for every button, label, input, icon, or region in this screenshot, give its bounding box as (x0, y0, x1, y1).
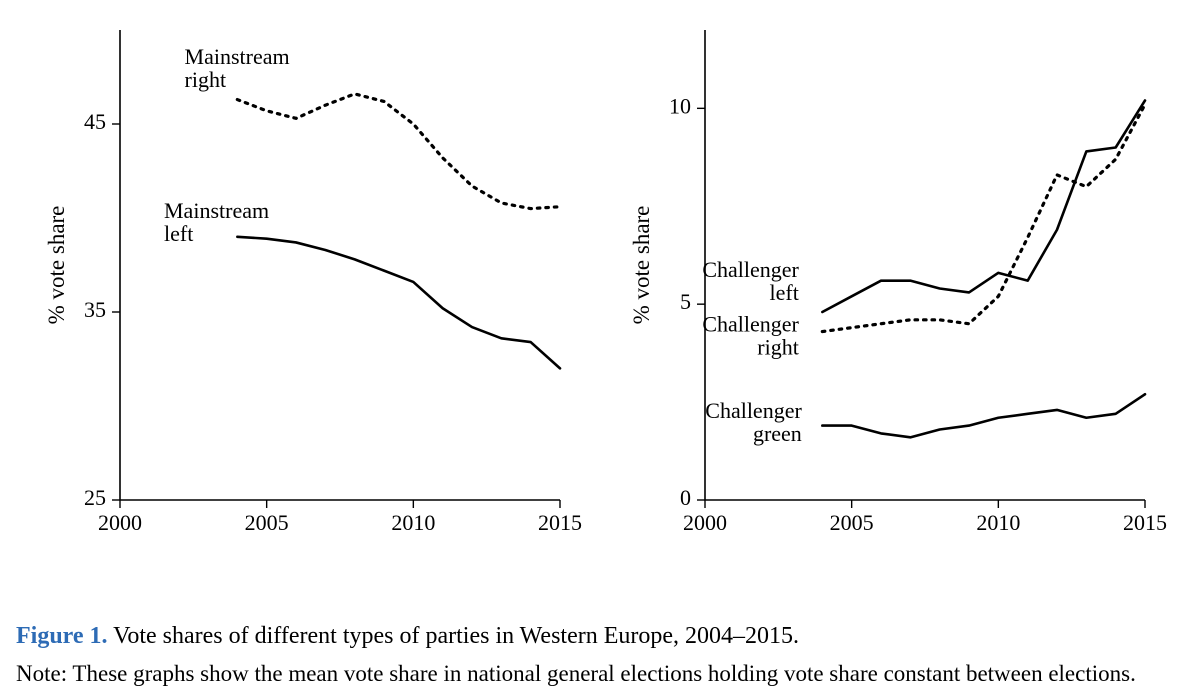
label-challenger-right: Challengerright (702, 312, 799, 360)
svg-text:2015: 2015 (1123, 510, 1167, 535)
left-panel: 25 35 45 2000 2005 2010 2015 % vote share Mainst… (30, 10, 585, 570)
svg-text:2000: 2000 (683, 510, 727, 535)
series-challenger-left (822, 101, 1145, 313)
figure-note: Note: These graphs show the mean vote sh… (16, 658, 1184, 689)
series-mainstream-right (237, 94, 560, 209)
svg-text:% vote share: % vote share (629, 206, 654, 325)
svg-text:10: 10 (669, 93, 691, 118)
svg-text:25: 25 (84, 485, 106, 510)
figure-caption: Figure 1. Vote shares of different types… (16, 620, 1184, 689)
series-challenger-right (822, 104, 1145, 331)
svg-text:2005: 2005 (830, 510, 874, 535)
series-challenger-green (822, 394, 1145, 437)
label-mainstream-right: Mainstreamright (185, 44, 290, 92)
right-chart-svg: 0 5 10 2000 2005 2010 2015 % vote share Challeng… (615, 10, 1170, 570)
svg-text:2010: 2010 (976, 510, 1020, 535)
series-mainstream-left (237, 237, 560, 369)
charts-row: 25 35 45 2000 2005 2010 2015 % vote share Mainst… (30, 10, 1170, 570)
right-panel: 0 5 10 2000 2005 2010 2015 % vote share Challeng… (615, 10, 1170, 570)
figure-title: Vote shares of different types of partie… (108, 623, 799, 649)
label-challenger-green: Challengergreen (705, 398, 802, 446)
svg-text:2005: 2005 (245, 510, 289, 535)
figure-1: { "figure_label": "Figure 1.", "figure_t… (0, 0, 1200, 699)
figure-label: Figure 1. (16, 623, 108, 649)
svg-text:2010: 2010 (391, 510, 435, 535)
svg-text:% vote share: % vote share (44, 206, 69, 325)
label-challenger-left: Challengerleft (702, 257, 799, 305)
svg-text:5: 5 (680, 289, 691, 314)
svg-text:2000: 2000 (98, 510, 142, 535)
svg-text:2015: 2015 (538, 510, 582, 535)
left-chart-svg: 25 35 45 2000 2005 2010 2015 % vote share Mainst… (30, 10, 585, 570)
svg-text:45: 45 (84, 109, 106, 134)
svg-text:0: 0 (680, 485, 691, 510)
svg-text:35: 35 (84, 297, 106, 322)
